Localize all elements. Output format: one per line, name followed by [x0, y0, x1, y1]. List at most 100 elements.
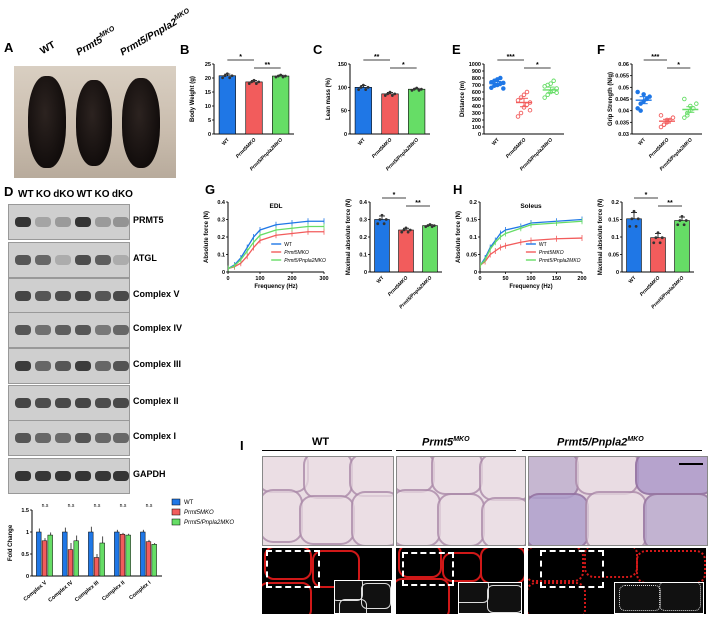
- chart-h-bar-category-label: WT: [628, 275, 638, 285]
- chart-e-data-point: [527, 107, 533, 113]
- chart-h-curve-legend-label: Prmt5MKO: [539, 250, 564, 256]
- panel-label-i: I: [240, 438, 244, 453]
- chart-d-quant-bar: [119, 533, 126, 577]
- chart-c-data-point: [359, 85, 363, 89]
- chart-b-y-tick-label: 20: [205, 76, 211, 82]
- chart-g-bar-data-point: [380, 213, 384, 217]
- blot-band: [35, 471, 51, 481]
- chart-d-quant-bar: [114, 531, 120, 577]
- chart-f-y-tick-label: 0.055: [615, 74, 629, 80]
- chart-e-sig-label: *: [536, 62, 539, 69]
- chart-h-curve-title: Soleus: [520, 203, 542, 210]
- chart-b-data-point: [281, 75, 285, 79]
- panel-label-b: B: [180, 42, 190, 57]
- chart-e-data-point: [551, 78, 556, 84]
- chart-d-quant-sig-label: n.s: [146, 503, 153, 509]
- blot-band: [35, 255, 51, 265]
- lane-label: KO: [35, 189, 51, 200]
- chart-d-quant-bar: [73, 540, 79, 577]
- chart-d-quant-sig-label: n.s: [42, 503, 49, 509]
- chart-e-y-tick-label: 1000: [469, 62, 481, 68]
- chart-c-data-point: [419, 87, 423, 91]
- chart-e-y-tick-label: 700: [472, 83, 481, 89]
- chart-g-curve-title: EDL: [270, 203, 283, 210]
- chart-e-data-point: [501, 86, 506, 91]
- blot-band: [113, 398, 129, 408]
- if-image-ko: [396, 548, 524, 614]
- chart-d-quant-bar: [88, 531, 94, 577]
- chart-g-bar-sig-label: *: [393, 192, 396, 199]
- chart-c-data-point: [415, 86, 419, 90]
- chart-f-data-point: [638, 108, 643, 113]
- panel-label-f: F: [597, 42, 605, 57]
- chart-h-bar-data-point: [660, 236, 664, 240]
- chart-h-bar-category-label: Prmt5MKO: [639, 275, 662, 298]
- column-label-ko-sup: MKO: [453, 436, 470, 443]
- zoom-region-box: [402, 552, 454, 586]
- chart-e-data-point: [521, 92, 527, 98]
- chart-g-bar-data-point: [404, 226, 408, 230]
- blot-label: Complex II: [133, 396, 179, 406]
- chart-d-quant-y-tick-label: 1: [26, 530, 29, 536]
- chart-h-bar-data-point: [636, 217, 640, 221]
- chart-c-data-point: [393, 92, 397, 96]
- chart-f-data-point: [658, 124, 664, 130]
- mouse-ko: [76, 80, 112, 166]
- chart-b-data-point: [274, 75, 278, 79]
- blot-band: [55, 361, 71, 371]
- chart-g-curve-series-line: [228, 231, 324, 270]
- chart-f-y-tick-label: 0.04: [618, 109, 630, 115]
- chart-h-curve-y-tick-label: 0: [474, 270, 477, 276]
- chart-e-y-tick-label: 900: [472, 69, 481, 75]
- chart-e-data-point: [524, 89, 530, 95]
- chart-f-data-point: [641, 92, 646, 97]
- chart-d-quant-category-label: Complex III: [74, 580, 101, 604]
- chart-g-bar-category-label: WT: [376, 275, 386, 285]
- chart-f-y-tick-label: 0.03: [618, 132, 629, 138]
- chart-e-y-tick-label: 800: [472, 76, 481, 82]
- blot-band: [15, 291, 31, 301]
- chart-c-data-point: [366, 85, 370, 89]
- chart-h-curve-y-tick-label: 0.2: [469, 200, 477, 206]
- chart-f-y-label: Grip Strength (N/g): [608, 72, 614, 126]
- chart-h-curve-x-tick-label: 150: [552, 276, 561, 282]
- chart-h-bar-data-point: [628, 224, 632, 228]
- chart-c-bar: [381, 93, 399, 135]
- chart-b-data-point: [276, 74, 280, 78]
- he-image-ko: [396, 456, 526, 546]
- chart-e-data-point: [518, 110, 524, 116]
- chart-c-y-tick-label: 150: [338, 62, 347, 68]
- chart-h-bar-data-point: [634, 224, 638, 228]
- mouse-photo: [14, 66, 176, 178]
- chart-b-data-point: [254, 82, 258, 85]
- blot-label: Complex III: [133, 359, 182, 369]
- chart-d-quant-bar: [36, 531, 42, 577]
- blot-band: [75, 217, 91, 227]
- chart-g-bar-y-label: Maximal absolute force (N): [346, 199, 352, 275]
- blot-band: [95, 255, 111, 265]
- chart-d-quant-bar: [62, 531, 68, 577]
- panel-label-a: A: [4, 40, 14, 55]
- chart-b-y-label: Body Weight (g): [190, 76, 196, 122]
- chart-d-quant-legend-label: Prmt5/Pnpla2MKO: [184, 520, 234, 526]
- chart-e-data-point: [554, 90, 559, 95]
- blot-band: [75, 471, 91, 481]
- chart-g-curve-y-tick-label: 0: [222, 270, 225, 276]
- blot-band: [113, 217, 129, 227]
- chart-h-curve-y-label: Absolute force (N): [456, 211, 462, 263]
- chart-c-category-label: Prmt5MKO: [371, 137, 394, 160]
- blot-band: [55, 433, 71, 443]
- blot-band: [95, 398, 111, 408]
- column-label-wt: WT: [312, 436, 330, 448]
- chart-b-bar: [245, 81, 263, 135]
- chart-c-y-tick-label: 100: [338, 85, 347, 91]
- blot-band: [15, 361, 31, 371]
- chart-d-quant-legend-swatch: [171, 518, 181, 526]
- chart-h-bar-data-point: [658, 241, 662, 245]
- header-rule: [396, 450, 516, 451]
- chart-b-data-point: [279, 73, 283, 77]
- chart-e-data-point: [498, 75, 503, 81]
- chart-f-data-point: [658, 113, 664, 118]
- chart-d-quant-legend-label: WT: [184, 500, 194, 506]
